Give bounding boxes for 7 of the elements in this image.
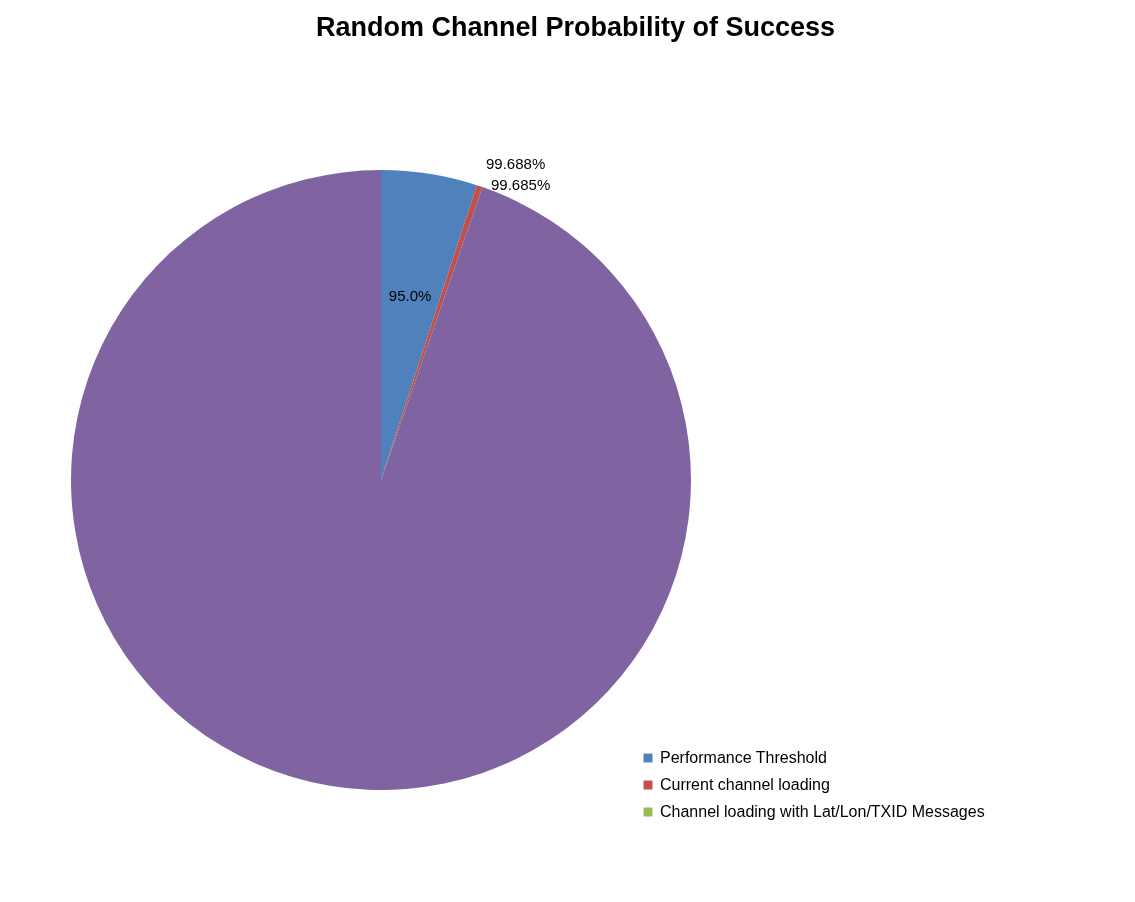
legend-label: Channel loading with Lat/Lon/TXID Messages (660, 803, 985, 820)
text: 99.685% (491, 176, 551, 194)
chart-title: Random Channel Probability of Success (315, 12, 836, 42)
text: 95.0% (388, 287, 432, 305)
legend-label: Performance Threshold (660, 749, 827, 766)
legend-label: Current channel loading (660, 776, 830, 793)
text: 99.688% (486, 155, 546, 173)
